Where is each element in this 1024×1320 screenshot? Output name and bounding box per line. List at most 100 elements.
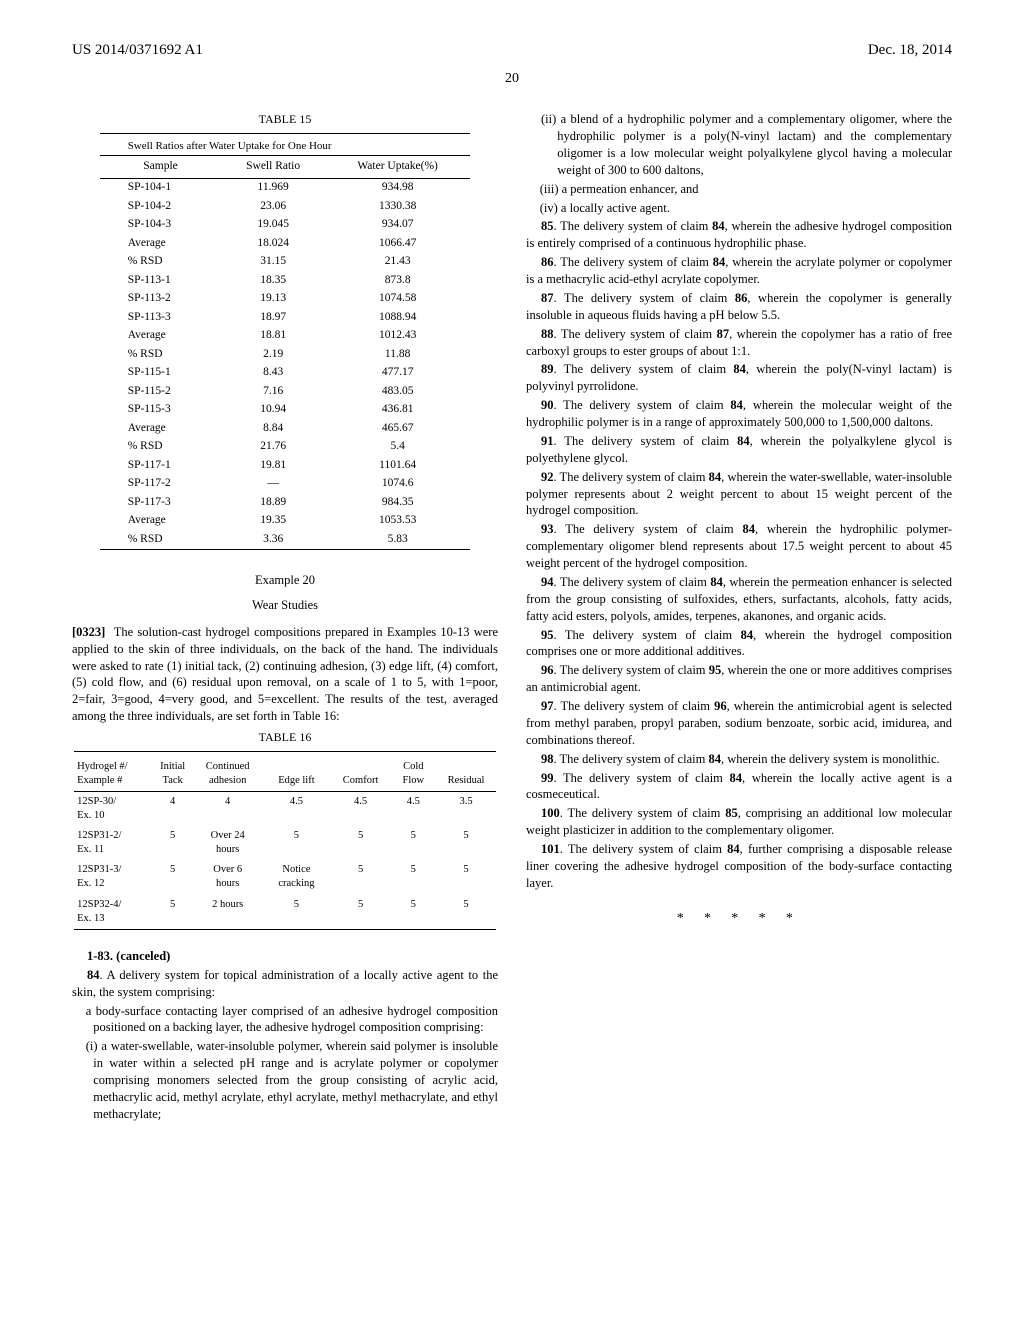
table-cell: SP-104-3 (100, 216, 222, 235)
table-cell: 5 (152, 826, 193, 860)
table-cell: 1074.58 (325, 290, 470, 309)
claim-ref: 84 (710, 575, 723, 589)
table-cell: 483.05 (325, 382, 470, 401)
claim-text: . The delivery system of claim (560, 842, 727, 856)
claim-ref: 87 (717, 327, 730, 341)
table-cell: Average (100, 327, 222, 346)
table-cell: 12SP31-3/ Ex. 12 (74, 860, 152, 894)
table-cell: 2 hours (193, 895, 262, 930)
claim-ref: 84 (708, 752, 721, 766)
claim-96: 96. The delivery system of claim 95, whe… (526, 662, 952, 696)
table-cell: Average (100, 512, 222, 531)
table-cell: 4.5 (262, 791, 331, 826)
table-cell: 3.5 (436, 791, 496, 826)
table-cell: 1053.53 (325, 512, 470, 531)
table-cell: 8.84 (221, 419, 325, 438)
claim-99: 99. The delivery system of claim 84, whe… (526, 770, 952, 804)
table-cell: 4 (193, 791, 262, 826)
t16-col-0: Hydrogel #/ Example # (74, 758, 152, 791)
table-cell: SP-117-2 (100, 475, 222, 494)
table-cell: 2.19 (221, 345, 325, 364)
table-cell: 5 (152, 860, 193, 894)
table-cell: SP-113-2 (100, 290, 222, 309)
table-cell: 4 (152, 791, 193, 826)
claim-89: 89. The delivery system of claim 84, whe… (526, 361, 952, 395)
table-cell: 10.94 (221, 401, 325, 420)
claim-text: , wherein the delivery system is monolit… (721, 752, 940, 766)
claim-ref: 84 (730, 771, 743, 785)
claim-number: 85 (541, 219, 554, 233)
claim-ref: 84 (730, 398, 743, 412)
table-cell: 11.88 (325, 345, 470, 364)
t15-col-0: Sample (100, 156, 222, 179)
table-cell: 477.17 (325, 364, 470, 383)
claim-91: 91. The delivery system of claim 84, whe… (526, 433, 952, 467)
claim-text: . The delivery system of claim (554, 291, 735, 305)
claim-number: 94 (541, 575, 554, 589)
claim-ref: 84 (709, 470, 722, 484)
table-cell: 5 (390, 860, 436, 894)
left-column: TABLE 15 Swell Ratios after Water Uptake… (72, 111, 498, 1125)
table-cell: Notice cracking (262, 860, 331, 894)
t16-col-6: Residual (436, 758, 496, 791)
publication-date: Dec. 18, 2014 (868, 40, 952, 60)
claim-ref: 96 (714, 699, 727, 713)
table-cell: 4.5 (390, 791, 436, 826)
claim-101: 101. The delivery system of claim 84, fu… (526, 841, 952, 892)
table-cell: SP-113-3 (100, 308, 222, 327)
table-cell: Over 24 hours (193, 826, 262, 860)
t15-col-2: Water Uptake(%) (325, 156, 470, 179)
claim-ref: 85 (725, 806, 738, 820)
claim-85: 85. The delivery system of claim 84, whe… (526, 218, 952, 252)
table-cell: 5 (436, 860, 496, 894)
t16-col-4: Comfort (331, 758, 391, 791)
table-cell: 18.35 (221, 271, 325, 290)
claim-number: 90 (541, 398, 554, 412)
t16-col-3: Edge lift (262, 758, 331, 791)
page-number: 20 (72, 70, 952, 89)
claim-84: 84. A delivery system for topical admini… (72, 967, 498, 1001)
claim-text: . The delivery system of claim (560, 806, 725, 820)
claim-text: . The delivery system of claim (554, 255, 713, 269)
table-cell: 5.4 (325, 438, 470, 457)
table-cell: 19.13 (221, 290, 325, 309)
table-cell: 5 (436, 826, 496, 860)
claim-84-sub-ii: (ii) a blend of a hydrophilic polymer an… (526, 111, 952, 179)
publication-number: US 2014/0371692 A1 (72, 40, 203, 60)
table-cell: 5 (331, 860, 391, 894)
table-cell: 21.43 (325, 253, 470, 272)
claim-90: 90. The delivery system of claim 84, whe… (526, 397, 952, 431)
claim-number: 98 (541, 752, 554, 766)
claim-ref: 84 (727, 842, 740, 856)
table-cell: 436.81 (325, 401, 470, 420)
claim-text: . A delivery system for topical administ… (72, 968, 498, 999)
right-column: (ii) a blend of a hydrophilic polymer an… (526, 111, 952, 1125)
table-cell: — (221, 475, 325, 494)
table-cell: % RSD (100, 253, 222, 272)
claim-number: 88 (541, 327, 554, 341)
two-column-body: TABLE 15 Swell Ratios after Water Uptake… (72, 111, 952, 1125)
paragraph-0323: [0323] The solution-cast hydrogel compos… (72, 624, 498, 725)
table-cell: 1012.43 (325, 327, 470, 346)
table-cell: 19.81 (221, 456, 325, 475)
claim-text: . The delivery system of claim (554, 219, 713, 233)
table-cell: 984.35 (325, 493, 470, 512)
table-cell: 5 (262, 895, 331, 930)
table-cell: 5 (331, 826, 391, 860)
claim-text: . The delivery system of claim (554, 663, 709, 677)
table-cell: Average (100, 234, 222, 253)
table-cell: 12SP-30/ Ex. 10 (74, 791, 152, 826)
table-cell: 3.36 (221, 530, 325, 549)
table-cell: 18.024 (221, 234, 325, 253)
table-16: TABLE 16 Hydrogel #/ Example # Initial T… (74, 729, 496, 930)
claim-84-sub-a: a body-surface contacting layer comprise… (72, 1003, 498, 1037)
table-cell: 5 (331, 895, 391, 930)
table-cell: SP-115-2 (100, 382, 222, 401)
t15-col-1: Swell Ratio (221, 156, 325, 179)
claim-ref: 84 (742, 522, 755, 536)
table-cell: SP-115-3 (100, 401, 222, 420)
table-cell: 5 (390, 826, 436, 860)
claim-text: . The delivery system of claim (554, 398, 731, 412)
table-cell: 873.8 (325, 271, 470, 290)
claim-number: 92 (541, 470, 554, 484)
